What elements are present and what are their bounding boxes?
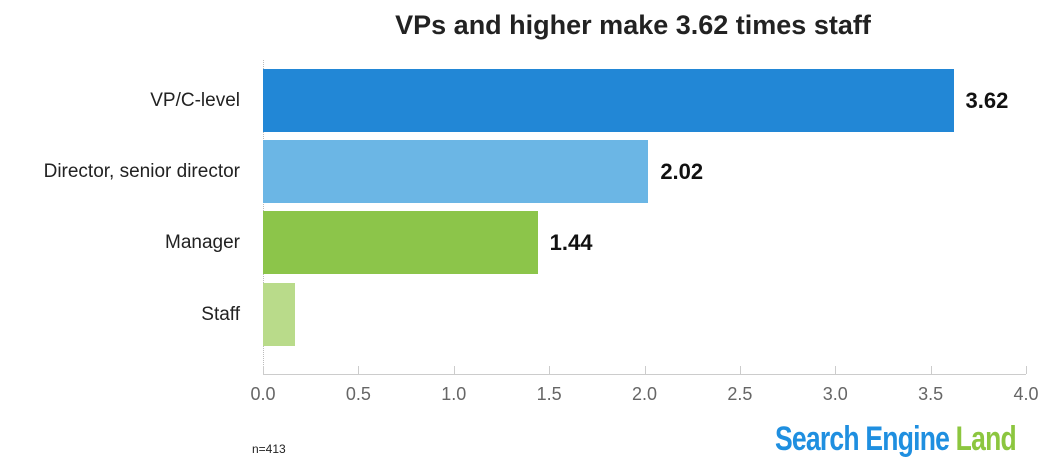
x-tick-label: 3.5 <box>918 384 944 404</box>
x-tick-mark <box>644 366 646 374</box>
x-tick-label: 1.0 <box>441 384 467 404</box>
x-tick-mark <box>453 366 455 374</box>
bar-value-label: 2.02 <box>660 158 704 184</box>
category-label: VP/C-level <box>150 89 240 111</box>
logo-text-part1: Search Engine <box>775 420 956 458</box>
bar <box>263 140 649 203</box>
x-tick-label: 4.0 <box>1013 384 1039 404</box>
search-engine-land-logo: Search Engine Land <box>775 420 1017 459</box>
x-tick-mark <box>930 366 932 374</box>
x-tick-label: 2.0 <box>631 384 658 404</box>
category-label: Staff <box>201 303 240 325</box>
x-tick-label: 0.5 <box>345 384 371 404</box>
x-tick-mark <box>549 366 551 374</box>
logo-text-part2: Land <box>955 420 1017 458</box>
chart-title: VPs and higher make 3.62 times staff <box>395 10 871 40</box>
x-tick-mark <box>1026 366 1027 374</box>
category-label: Director, senior director <box>43 160 240 182</box>
x-tick-label: 1.5 <box>536 384 562 404</box>
x-tick-mark <box>358 366 360 374</box>
x-tick-label: 0.0 <box>250 384 276 404</box>
x-axis-line <box>263 374 1026 375</box>
x-tick-mark <box>835 366 837 374</box>
bar <box>263 211 538 274</box>
category-label: Manager <box>165 231 240 253</box>
x-tick-label: 3.0 <box>822 384 848 404</box>
bar-value-label: 3.62 <box>965 87 1009 113</box>
x-tick-mark <box>739 366 741 374</box>
bar <box>263 69 954 132</box>
bar <box>263 283 296 346</box>
sample-size-note: n=413 <box>252 442 286 456</box>
bar-value-label: 1.44 <box>549 229 593 255</box>
x-tick-label: 2.5 <box>727 384 753 404</box>
x-tick-mark <box>263 366 264 374</box>
